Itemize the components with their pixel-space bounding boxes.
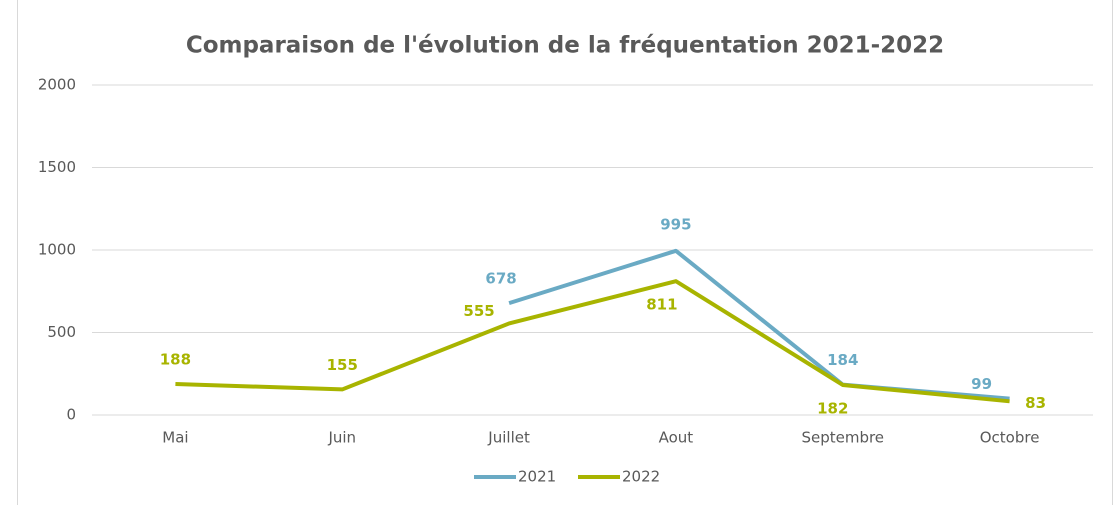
data-label: 99 bbox=[971, 375, 992, 393]
chart-frame bbox=[17, 0, 1113, 505]
series-line bbox=[175, 279, 1010, 404]
x-tick-label: Aout bbox=[659, 429, 694, 447]
legend-label: 2021 bbox=[518, 468, 556, 486]
data-label: 182 bbox=[817, 399, 848, 417]
data-label: 155 bbox=[327, 356, 358, 374]
x-tick-label: Octobre bbox=[980, 429, 1040, 447]
x-tick-label: Juin bbox=[327, 429, 356, 447]
chart-title: Comparaison de l'évolution de la fréquen… bbox=[186, 33, 944, 59]
legend-label: 2022 bbox=[622, 468, 660, 486]
y-tick-label: 0 bbox=[66, 406, 76, 424]
data-label: 184 bbox=[827, 351, 858, 369]
data-label: 83 bbox=[1025, 394, 1046, 412]
data-label: 995 bbox=[660, 215, 691, 233]
data-label: 555 bbox=[463, 302, 494, 320]
x-tick-label: Mai bbox=[162, 429, 188, 447]
y-tick-label: 2000 bbox=[38, 76, 76, 94]
y-tick-label: 1000 bbox=[38, 241, 76, 259]
x-tick-label: Septembre bbox=[801, 429, 884, 447]
data-label: 811 bbox=[646, 296, 677, 314]
y-tick-label: 500 bbox=[47, 323, 76, 341]
x-tick-label: Juillet bbox=[487, 429, 530, 447]
y-tick-label: 1500 bbox=[38, 158, 76, 176]
data-label: 188 bbox=[160, 350, 191, 368]
data-label: 678 bbox=[485, 270, 516, 288]
